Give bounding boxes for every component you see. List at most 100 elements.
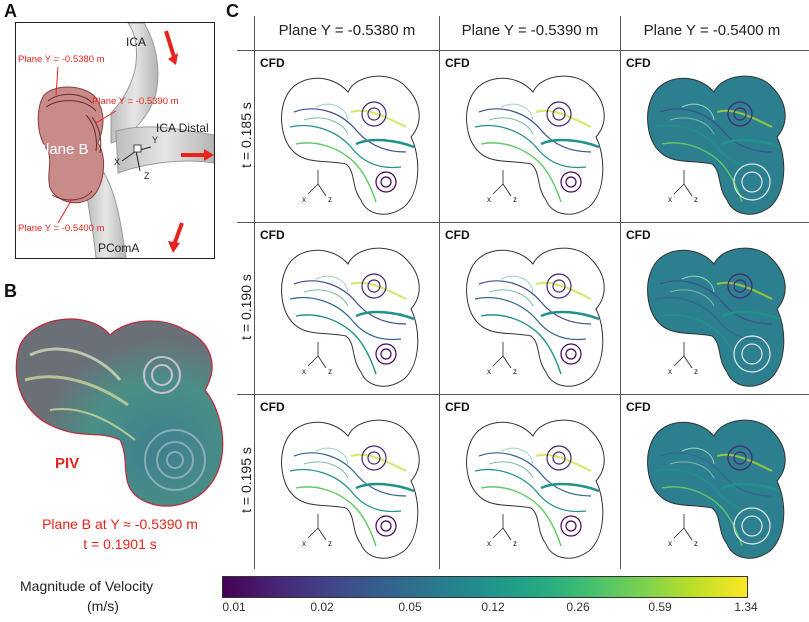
row-header-3: t = 0.195 s xyxy=(238,447,254,513)
colorbar-title-line2: (m/s) xyxy=(87,598,119,614)
axis-line-z xyxy=(502,355,512,369)
axis-line-z xyxy=(317,355,327,369)
label-plane-b: Plane B xyxy=(36,141,89,158)
colorbar xyxy=(222,576,748,598)
grid-hline-1 xyxy=(237,222,809,223)
axis-line-x xyxy=(673,527,685,539)
colorbar-tick: 1.34 xyxy=(734,600,758,614)
axis-line-z xyxy=(683,527,693,541)
axis-label-x: x xyxy=(487,367,491,376)
axis-label-z: z xyxy=(694,367,698,376)
cfd-flow-cell xyxy=(466,419,605,559)
cfd-label: CFD xyxy=(260,56,285,70)
axis-label-x: x xyxy=(302,195,306,204)
axis-y-a: Y xyxy=(152,135,159,145)
colorbar-tick: 0.59 xyxy=(648,600,672,614)
label-ica-distal: ICA Distal xyxy=(156,121,209,135)
axis-label-z: z xyxy=(694,539,698,548)
cfd-label: CFD xyxy=(445,400,470,414)
axis-line-x xyxy=(307,355,319,367)
piv-flow-field xyxy=(15,318,224,507)
vessel-outline xyxy=(466,247,605,387)
vessel-outline xyxy=(647,419,786,559)
axis-line-x xyxy=(307,183,319,195)
panel-label-a: A xyxy=(4,1,17,21)
axis-line-z xyxy=(502,183,512,197)
cfd-flow-cell xyxy=(466,247,605,387)
cfd-label: CFD xyxy=(445,228,470,242)
axis-label-z: z xyxy=(328,367,332,376)
caption-b-line2: t = 0.1901 s xyxy=(83,536,157,552)
cfd-label: CFD xyxy=(626,400,651,414)
colorbar-title-line1: Magnitude of Velocity xyxy=(20,578,154,594)
label-plane-3: Plane Y = -0.5400 m xyxy=(18,223,105,234)
cfd-flow-cell xyxy=(281,75,420,215)
vessel-outline xyxy=(281,75,420,215)
cfd-label: CFD xyxy=(260,228,285,242)
colorbar-tick: 0.05 xyxy=(398,600,422,614)
axis-line-x xyxy=(673,183,685,195)
colorbar-tick: 0.26 xyxy=(566,600,590,614)
axis-line-x xyxy=(307,527,319,539)
label-plane-2: Plane Y = -0.5390 m xyxy=(92,96,179,107)
axis-line-x xyxy=(673,355,685,367)
cfd-label: CFD xyxy=(260,400,285,414)
axis-line-z xyxy=(317,183,327,197)
column-header-1: Plane Y = -0.5380 m xyxy=(278,22,416,39)
cfd-flow-cell xyxy=(647,75,786,215)
vessel-illustration xyxy=(37,23,214,258)
column-header-3: Plane Y = -0.5400 m xyxy=(643,22,781,39)
axis-label-x: x xyxy=(487,195,491,204)
axis-label-x: x xyxy=(668,539,672,548)
label-pcoma: PComA xyxy=(98,241,140,255)
grid-vline-1 xyxy=(439,16,440,569)
axis-label-x: x xyxy=(302,539,306,548)
axis-label-z: z xyxy=(694,195,698,204)
cfd-flow-cell xyxy=(647,419,786,559)
vessel-outline xyxy=(281,419,420,559)
axis-label-z: z xyxy=(328,539,332,548)
colorbar-tick: 0.12 xyxy=(481,600,505,614)
axis-line-z xyxy=(683,355,693,369)
axis-label-z: z xyxy=(513,367,517,376)
axis-line-z xyxy=(317,527,327,541)
colorbar-tick: 0.01 xyxy=(222,600,246,614)
cfd-label: CFD xyxy=(626,56,651,70)
vessel-outline xyxy=(466,419,605,559)
grid-vline-2 xyxy=(620,16,621,569)
caption-b-line1: Plane B at Y ≈ -0.5390 m xyxy=(42,516,198,532)
panel-label-c: C xyxy=(226,1,239,21)
axis-label-x: x xyxy=(668,195,672,204)
label-piv: PIV xyxy=(55,455,80,472)
grid-hline-2 xyxy=(237,394,809,395)
cfd-flow-cell xyxy=(281,419,420,559)
vessel-outline xyxy=(466,75,605,215)
column-header-2: Plane Y = -0.5390 m xyxy=(461,22,599,39)
row-header-1: t = 0.185 s xyxy=(238,102,254,168)
axis-line-x xyxy=(492,183,504,195)
axis-label-x: x xyxy=(668,367,672,376)
panel-label-b: B xyxy=(4,281,17,301)
grid-vline-0 xyxy=(254,16,255,569)
vessel-outline xyxy=(647,75,786,215)
axis-line-x xyxy=(492,355,504,367)
axis-z-a: Z xyxy=(144,171,150,181)
vessel-outline xyxy=(281,247,420,387)
row-header-2: t = 0.190 s xyxy=(238,274,254,340)
axis-label-z: z xyxy=(513,539,517,548)
axis-label-z: z xyxy=(328,195,332,204)
axis-line-z xyxy=(502,527,512,541)
cfd-label: CFD xyxy=(626,228,651,242)
panel-a-frame: ICA ICA Distal PComA Plane B Plane Y = -… xyxy=(15,22,215,259)
cfd-flow-cell xyxy=(647,247,786,387)
axis-label-z: z xyxy=(513,195,517,204)
cfd-flow-cell xyxy=(466,75,605,215)
axis-line-z xyxy=(683,183,693,197)
axis-label-x: x xyxy=(487,539,491,548)
axis-x-a: X xyxy=(114,157,121,167)
axis-line-x xyxy=(492,527,504,539)
cfd-label: CFD xyxy=(445,56,470,70)
axis-label-x: x xyxy=(302,367,306,376)
label-plane-1: Plane Y = -0.5380 m xyxy=(18,54,105,65)
colorbar-tick: 0.02 xyxy=(310,600,334,614)
